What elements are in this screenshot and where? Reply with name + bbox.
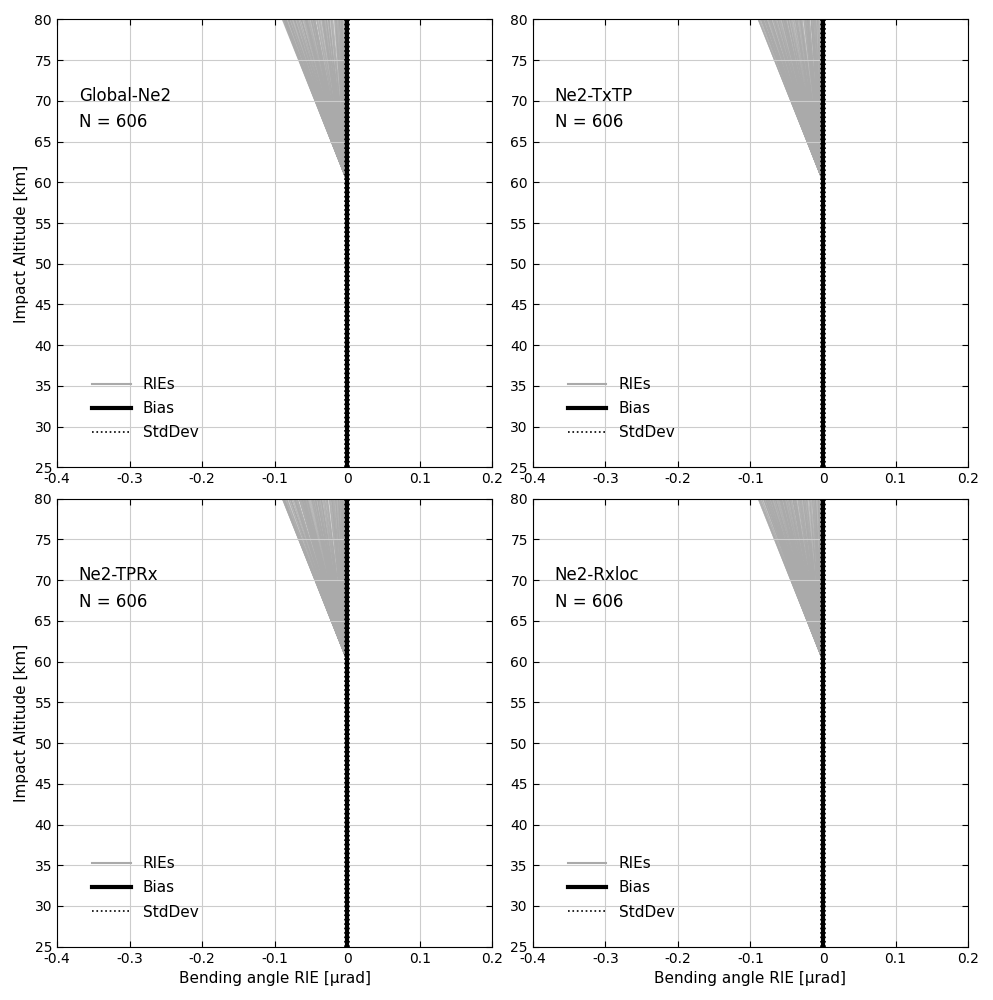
Text: N = 606: N = 606 [78,113,147,131]
Legend: RIEs, Bias, StdDev: RIEs, Bias, StdDev [86,371,205,446]
X-axis label: Bending angle RIE [μrad]: Bending angle RIE [μrad] [179,971,370,986]
Text: Ne2-Rxloc: Ne2-Rxloc [554,566,639,584]
X-axis label: Bending angle RIE [μrad]: Bending angle RIE [μrad] [654,971,846,986]
Text: Ne2-TPRx: Ne2-TPRx [78,566,158,584]
Text: N = 606: N = 606 [78,593,147,611]
Text: Global-Ne2: Global-Ne2 [78,87,171,105]
Y-axis label: Impact Altitude [km]: Impact Altitude [km] [14,164,29,323]
Text: N = 606: N = 606 [554,113,623,131]
Text: Ne2-TxTP: Ne2-TxTP [554,87,633,105]
Legend: RIEs, Bias, StdDev: RIEs, Bias, StdDev [562,371,680,446]
Text: N = 606: N = 606 [554,593,623,611]
Legend: RIEs, Bias, StdDev: RIEs, Bias, StdDev [86,850,205,926]
Legend: RIEs, Bias, StdDev: RIEs, Bias, StdDev [562,850,680,926]
Y-axis label: Impact Altitude [km]: Impact Altitude [km] [14,644,29,802]
